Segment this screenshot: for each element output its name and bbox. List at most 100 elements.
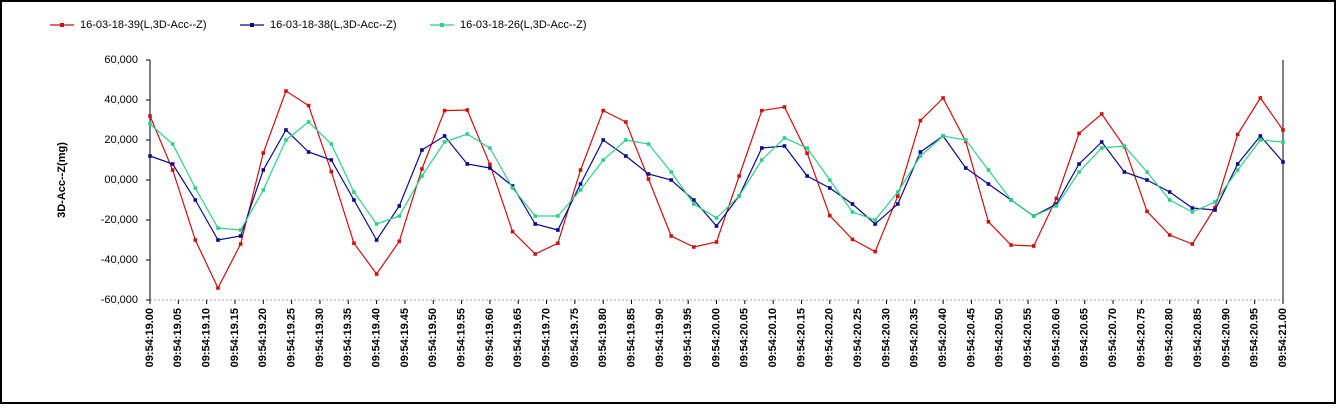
point	[986, 182, 991, 186]
point	[873, 249, 877, 254]
point	[329, 158, 334, 162]
point	[1009, 243, 1013, 247]
point	[828, 186, 832, 190]
x-tick-label: 09:54:20.50	[994, 308, 1006, 367]
x-tick-label: 09:54:20.00	[710, 308, 722, 367]
x-tick-label: 09:54:20.80	[1164, 308, 1176, 367]
y-tick-label: 40,000	[104, 94, 138, 106]
point	[986, 168, 991, 172]
legend-label: 16-03-18-38(L,3D-Acc--Z)	[270, 19, 397, 31]
point	[170, 142, 175, 146]
point	[148, 114, 152, 118]
x-tick-label: 09:54:19.50	[427, 308, 439, 367]
point	[601, 158, 605, 162]
point	[850, 237, 855, 242]
x-tick-label: 09:54:19.00	[144, 308, 156, 367]
point	[963, 138, 968, 142]
point	[941, 96, 945, 100]
point	[193, 198, 198, 202]
point	[1167, 190, 1172, 194]
point	[442, 140, 447, 144]
point	[760, 146, 764, 150]
point	[1213, 200, 1217, 204]
point	[1122, 144, 1127, 148]
x-tick-label: 09:54:20.15	[795, 308, 807, 367]
point	[1122, 170, 1127, 174]
point	[420, 174, 424, 178]
legend-marker	[440, 23, 444, 27]
point	[805, 151, 809, 155]
point	[1258, 138, 1263, 142]
x-tick-label: 09:54:19.90	[654, 308, 666, 367]
point	[510, 186, 515, 190]
x-tick-label: 09:54:20.30	[880, 308, 892, 367]
point	[760, 158, 764, 162]
point	[216, 286, 220, 290]
point	[1145, 209, 1149, 214]
y-tick-label: 00,000	[104, 174, 138, 186]
point	[397, 239, 402, 244]
point	[918, 118, 923, 123]
point	[828, 213, 832, 218]
point	[1235, 162, 1240, 166]
x-tick-label: 09:54:20.40	[937, 308, 949, 367]
x-tick-label: 09:54:19.30	[314, 308, 326, 367]
point	[782, 144, 787, 148]
point	[578, 182, 583, 186]
point	[782, 136, 787, 140]
x-tick-label: 09:54:20.65	[1079, 308, 1091, 367]
point	[1167, 233, 1172, 237]
x-tick-label: 09:54:20.75	[1135, 308, 1147, 367]
point	[397, 204, 402, 208]
point	[510, 184, 515, 188]
y-tick-label: -40,000	[101, 254, 138, 266]
point	[510, 229, 515, 234]
x-tick-label: 09:54:19.85	[625, 308, 637, 367]
point	[1077, 131, 1081, 136]
point	[669, 170, 673, 174]
x-tick-label: 09:54:20.35	[909, 308, 921, 367]
point	[1281, 160, 1285, 164]
point	[963, 166, 968, 170]
point	[1258, 96, 1263, 100]
point	[578, 188, 583, 192]
point	[488, 146, 492, 150]
y-tick-label: 60,000	[104, 54, 138, 66]
x-tick-label: 09:54:20.85	[1192, 308, 1204, 367]
point	[646, 177, 651, 181]
point	[646, 172, 651, 176]
point	[465, 108, 470, 112]
point	[216, 226, 220, 230]
x-tick-label: 09:54:20.70	[1107, 308, 1119, 367]
x-tick-label: 09:54:19.65	[512, 308, 524, 367]
x-tick-label: 09:54:19.10	[201, 308, 213, 367]
point	[238, 228, 243, 232]
point	[352, 241, 356, 245]
point	[533, 214, 538, 218]
point	[1077, 162, 1081, 166]
point	[238, 242, 243, 246]
legend-label: 16-03-18-26(L,3D-Acc--Z)	[460, 19, 587, 31]
point	[488, 162, 492, 167]
point	[1281, 140, 1285, 144]
point	[1054, 204, 1059, 208]
point	[148, 122, 152, 126]
legend-label: 16-03-18-39(L,3D-Acc--Z)	[80, 19, 207, 31]
point	[442, 134, 447, 138]
point	[1258, 134, 1263, 138]
point	[624, 154, 628, 158]
legend-marker	[60, 23, 64, 27]
point	[148, 154, 152, 158]
point	[1167, 198, 1172, 202]
point	[669, 234, 673, 238]
x-tick-label: 09:54:20.20	[824, 308, 836, 367]
x-tick-label: 09:54:19.60	[484, 308, 496, 367]
x-tick-label: 09:54:19.45	[399, 308, 411, 367]
point	[397, 214, 402, 218]
point	[420, 148, 424, 152]
x-tick-label: 09:54:21.00	[1277, 308, 1289, 367]
point	[941, 134, 945, 138]
point	[828, 178, 832, 182]
y-tick-label: -20,000	[101, 214, 138, 226]
